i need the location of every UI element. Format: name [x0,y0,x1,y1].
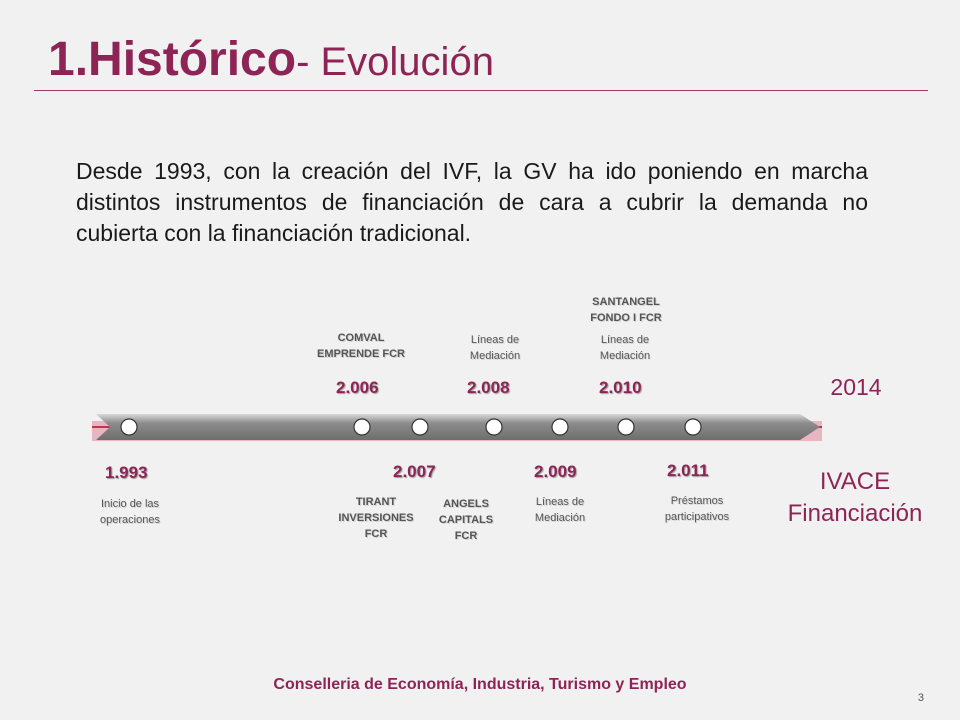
timeline-arrow-bar [96,414,820,440]
label-tirant: TIRANT INVERSIONES FCR [338,496,414,540]
label-lineas-2009: Líneas de Mediación [534,496,586,524]
label-inicio: Inicio de las operaciones [100,498,160,526]
label-comval: COMVAL EMPRENDE FCR [316,332,405,360]
year-2006: 2.006 [336,378,379,397]
year-1993: 1.993 [105,463,148,482]
timeline-node-2011 [684,418,702,436]
timeline-node-2007 [411,418,429,436]
label-santangel: SANTANGEL FONDO I FCR [590,296,662,324]
year-2008: 2.008 [467,378,510,397]
footer-ministry: Conselleria de Economía, Industria, Turi… [273,676,687,693]
timeline-node-1993 [120,418,138,436]
title-underline [34,90,928,91]
year-2011: 2.011 [667,461,709,480]
label-angels: ANGELS CAPITALS FCR [438,498,494,542]
end-label: IVACE Financiación [787,468,923,527]
title-main: 1.Histórico [48,33,297,86]
label-prestamos: Préstamos participativos [664,495,730,523]
page-number: 3 [917,692,924,704]
title-sub: - Evolución [296,40,494,84]
timeline-node-2008 [485,418,503,436]
slide-title: 1.Histórico- Evolución [48,36,494,84]
timeline-node-2009 [551,418,569,436]
timeline-node-2006 [353,418,371,436]
label-lineas-2010: Líneas de Mediación [599,334,651,362]
year-2009: 2.009 [534,462,577,481]
label-lineas-2008: Líneas de Mediación [469,334,521,362]
year-2010: 2.010 [599,378,642,397]
year-2007: 2.007 [393,462,436,481]
end-year: 2014 [830,374,882,400]
intro-paragraph: Desde 1993, con la creación del IVF, la … [76,158,868,246]
timeline-node-2010 [617,418,635,436]
